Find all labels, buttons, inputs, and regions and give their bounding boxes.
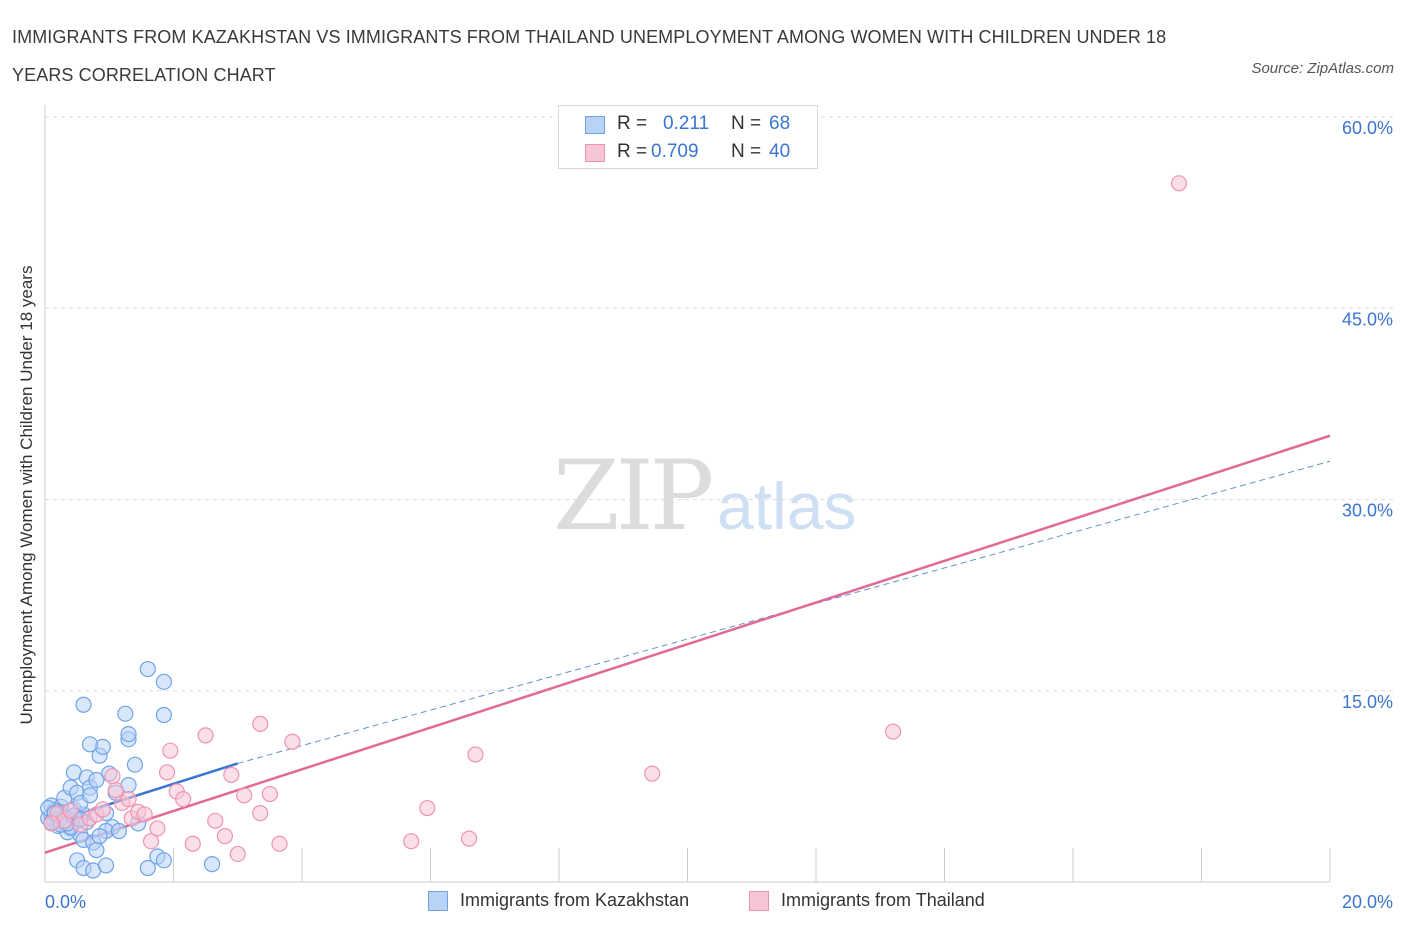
n-value: 68: [769, 113, 791, 134]
thailand-legend-label: Immigrants from Thailand: [781, 890, 985, 910]
thailand-point: [104, 768, 121, 785]
thailand-swatch: [585, 144, 605, 162]
kazakhstan-point: [139, 660, 156, 678]
n-label: N =: [731, 141, 762, 162]
y-tick-label: 60.0%: [1342, 118, 1393, 138]
data-points: [40, 175, 1188, 879]
thailand-point: [252, 715, 269, 733]
thailand-point: [94, 801, 111, 818]
thailand-point: [261, 785, 278, 803]
r-value: 0.211: [663, 113, 710, 134]
x-tick-label: 20.0%: [1342, 892, 1393, 912]
thailand-point: [1170, 175, 1188, 192]
thailand-point: [644, 765, 661, 782]
kazakhstan-swatch: [585, 116, 605, 134]
trend-lines: [44, 434, 1331, 854]
thailand-point: [884, 723, 902, 740]
thailand-point: [43, 815, 60, 832]
y-tick-label: 45.0%: [1342, 309, 1393, 329]
thailand-point: [158, 764, 176, 781]
kazakhstan-point: [126, 756, 144, 773]
kazakhstan-point: [203, 856, 221, 873]
thailand-point: [107, 782, 124, 799]
thailand-point: [236, 787, 253, 804]
gridlines: [45, 116, 1393, 692]
thailand-trend-line: [44, 434, 1331, 854]
r-label: R =: [617, 113, 648, 134]
kazakhstan-point: [117, 705, 134, 722]
kazakhstan-point: [155, 673, 172, 690]
thailand-point: [284, 733, 301, 750]
thailand-point: [403, 833, 420, 850]
thailand-point: [419, 799, 436, 817]
kazakhstan-point: [155, 852, 172, 869]
kazakhstan-point: [81, 787, 99, 804]
kazakhstan-point: [88, 842, 105, 859]
thailand-point: [467, 746, 484, 763]
watermark-zip: ZIP: [553, 440, 714, 552]
kazakhstan-point: [155, 706, 172, 724]
chart-title: IMMIGRANTS FROM KAZAKHSTAN VS IMMIGRANTS…: [12, 27, 1167, 85]
kazakhstan-point: [139, 859, 156, 877]
correlation-legend: R = 0.211 N = 68 R = 0.709 N = 40: [558, 105, 818, 169]
thailand-point: [142, 833, 160, 850]
kazakhstan-legend-swatch: [428, 891, 448, 911]
thailand-point: [229, 845, 246, 863]
thailand-point: [184, 835, 201, 852]
kazakhstan-point: [120, 725, 137, 743]
thailand-point: [252, 805, 269, 822]
thailand-point: [120, 791, 137, 808]
thailand-point: [149, 820, 166, 837]
thailand-point: [271, 835, 288, 852]
n-value: 40: [769, 141, 791, 162]
kazakhstan-point: [81, 736, 99, 753]
source-label: Source: ZipAtlas.com: [1251, 60, 1394, 77]
thailand-point: [175, 791, 192, 808]
r-label: R =: [617, 141, 648, 162]
thailand-point: [197, 727, 214, 744]
thailand-point: [62, 802, 79, 819]
thailand-legend-swatch: [749, 891, 769, 911]
kazakhstan-point: [91, 827, 108, 845]
kazakhstan-point: [88, 771, 105, 789]
thailand-point: [207, 812, 224, 829]
tick-labels: 15.0% 30.0% 45.0% 60.0% 0.0% 20.0%: [45, 118, 1393, 912]
thailand-point: [162, 742, 179, 759]
kazakhstan-point: [75, 696, 92, 713]
thailand-point: [136, 806, 153, 823]
kazakhstan-point: [110, 822, 127, 840]
watermark-atlas: atlas: [717, 469, 857, 543]
y-tick-label: 15.0%: [1342, 692, 1393, 712]
n-label: N =: [731, 113, 762, 134]
kazakhstan-legend-label: Immigrants from Kazakhstan: [460, 890, 690, 910]
y-tick-label: 30.0%: [1342, 501, 1393, 521]
thailand-point: [223, 766, 240, 784]
thailand-point: [460, 830, 478, 847]
x-tick-label: 0.0%: [45, 892, 86, 912]
kazakhstan-trend-extension: [237, 460, 1331, 764]
thailand-point: [216, 827, 233, 845]
r-value: 0.709: [651, 141, 699, 162]
kazakhstan-point: [97, 857, 115, 874]
axes: [44, 105, 1331, 883]
